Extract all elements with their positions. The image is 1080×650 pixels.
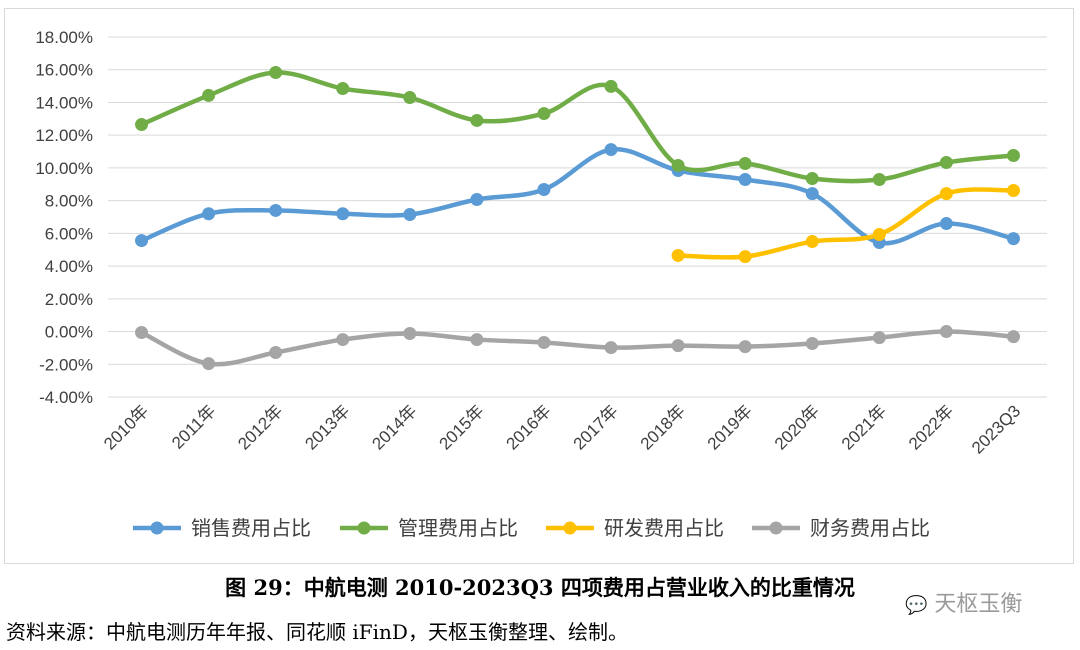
data-point	[872, 173, 886, 187]
x-tick-label: 2020年	[771, 401, 823, 453]
data-point	[671, 248, 685, 262]
data-point	[805, 336, 819, 350]
y-tick-label: 12.00%	[35, 126, 93, 145]
data-point	[336, 333, 350, 347]
watermark-text: 天枢玉衡	[934, 592, 1023, 617]
y-tick-label: 14.00%	[35, 93, 93, 112]
x-tick-label: 2013年	[301, 401, 353, 453]
x-tick-label: 2019年	[704, 401, 756, 453]
data-point	[269, 345, 283, 359]
data-point	[537, 183, 551, 197]
y-tick-label: -4.00%	[39, 388, 93, 407]
data-point	[537, 107, 551, 121]
data-point	[872, 228, 886, 242]
legend-label: 管理费用占比	[398, 516, 518, 540]
data-point	[939, 187, 953, 201]
data-point	[537, 336, 551, 350]
line-chart: 18.00% 16.00% 14.00% 12.00% 10.00% 8.00% 6.00%…	[35, 28, 1047, 540]
x-tick-label: 2017年	[570, 401, 622, 453]
data-point	[738, 173, 752, 187]
data-point	[671, 339, 685, 353]
data-point	[403, 208, 417, 222]
data-point	[403, 91, 417, 105]
data-point	[470, 333, 484, 347]
data-point	[939, 217, 953, 231]
data-point	[470, 113, 484, 127]
legend-label: 销售费用占比	[191, 516, 311, 540]
x-tick-label: 2018年	[637, 401, 689, 453]
data-point	[872, 331, 886, 345]
y-tick-label: 0.00%	[45, 323, 93, 342]
x-tick-label: 2011年	[168, 401, 219, 452]
data-point	[805, 235, 819, 249]
x-tick-label: 2016年	[503, 401, 555, 453]
y-tick-label: 10.00%	[35, 159, 93, 178]
y-tick-label: 16.00%	[35, 61, 93, 80]
chart-frame	[4, 8, 1074, 564]
data-point	[135, 234, 149, 248]
y-tick-label: -2.00%	[39, 355, 93, 374]
data-point	[1006, 148, 1020, 162]
data-point	[202, 88, 216, 102]
data-point	[202, 357, 216, 371]
series-line	[140, 70, 1014, 184]
data-point	[738, 250, 752, 264]
x-tick-label: 2021年	[838, 401, 890, 453]
data-point	[738, 156, 752, 170]
legend-marker	[150, 521, 164, 535]
data-point	[1006, 330, 1020, 344]
data-point	[604, 79, 618, 93]
data-point	[135, 118, 149, 132]
data-point	[939, 156, 953, 170]
data-point	[805, 172, 819, 186]
data-point	[939, 325, 953, 339]
legend-marker	[769, 521, 783, 535]
legend-label: 研发费用占比	[604, 516, 724, 540]
x-tick-label: 2010年	[100, 401, 152, 453]
data-point	[738, 340, 752, 354]
x-tick-label: 2023Q3	[968, 401, 1024, 457]
legend-marker	[563, 521, 577, 535]
data-point	[1006, 183, 1020, 197]
y-tick-label: 6.00%	[45, 224, 93, 243]
y-tick-label: 4.00%	[45, 257, 93, 276]
data-point	[604, 143, 618, 157]
data-point	[671, 158, 685, 172]
data-point	[604, 341, 618, 355]
x-tick-label: 2022年	[905, 401, 957, 453]
x-tick-label: 2012年	[234, 401, 286, 453]
series-line	[140, 147, 1015, 246]
data-point	[403, 327, 417, 341]
legend-label: 财务费用占比	[810, 516, 930, 540]
data-point	[135, 326, 149, 340]
source-note: 资料来源：中航电测历年年报、同花顺 iFinD，天枢玉衡整理、绘制。	[6, 620, 628, 644]
x-tick-label: 2014年	[368, 401, 420, 453]
data-point	[202, 207, 216, 221]
data-point	[470, 192, 484, 206]
figure-caption: 图 29：中航电测 2010-2023Q3 四项费用占营业收入的比重情况	[225, 575, 855, 600]
data-point	[269, 203, 283, 217]
legend-marker	[357, 521, 371, 535]
data-point	[1006, 232, 1020, 246]
data-point	[336, 82, 350, 96]
data-point	[805, 187, 819, 201]
watermark: 💬 天枢玉衡	[905, 586, 1022, 618]
y-tick-label: 2.00%	[45, 290, 93, 309]
y-tick-label: 18.00%	[35, 28, 93, 47]
x-tick-label: 2015年	[436, 401, 488, 453]
data-point	[269, 66, 283, 80]
wechat-icon: 💬	[905, 595, 928, 616]
data-point	[336, 207, 350, 221]
y-tick-label: 8.00%	[45, 192, 93, 211]
